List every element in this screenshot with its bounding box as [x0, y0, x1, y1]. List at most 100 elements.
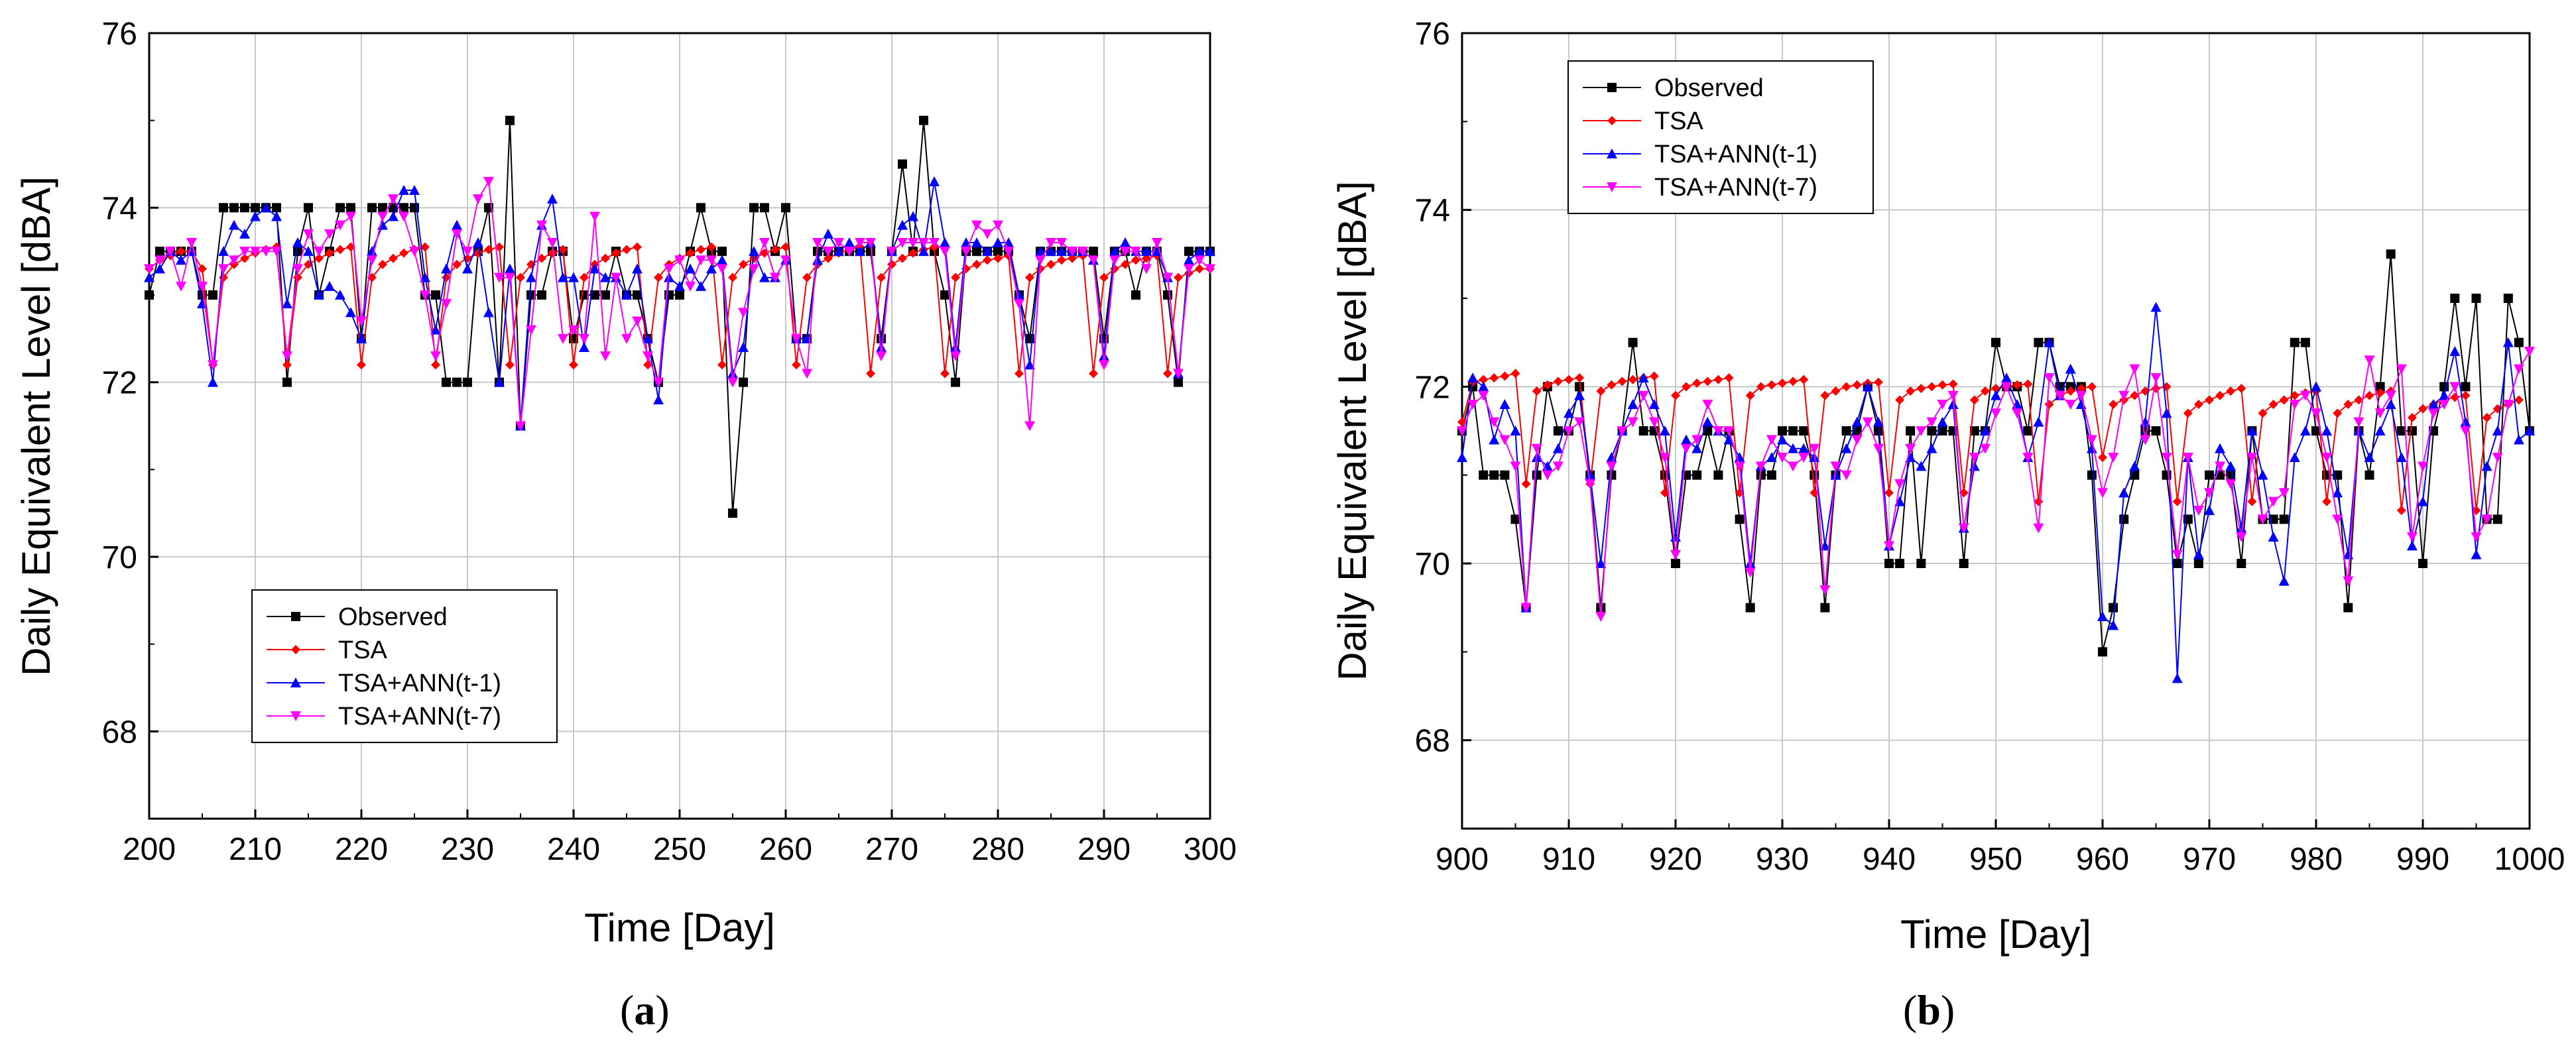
data-point-ann7	[1627, 417, 1638, 428]
data-point-ann1	[1024, 359, 1035, 370]
data-point-ann7	[314, 247, 324, 257]
data-point-tsa	[1703, 377, 1713, 386]
data-point-observed	[1991, 337, 2000, 347]
data-point-ann7	[2118, 390, 2130, 401]
data-point-tsa	[654, 272, 663, 282]
data-point-observed	[1799, 426, 1809, 436]
data-point-ann7	[2364, 355, 2375, 366]
data-point-ann7	[2075, 390, 2087, 401]
data-point-ann1	[2289, 452, 2300, 462]
data-point-ann1	[1205, 246, 1215, 257]
data-point-ann1	[1638, 373, 1649, 382]
data-point-ann1	[1798, 443, 1809, 453]
data-point-ann7	[1109, 255, 1120, 266]
data-point-ann1	[1574, 390, 1585, 400]
data-point-ann7	[1723, 426, 1735, 436]
x-tick-label: 920	[1649, 842, 1702, 877]
data-point-ann7	[2161, 453, 2172, 463]
data-point-ann1	[2172, 673, 2183, 683]
data-point-tsa	[717, 360, 727, 370]
data-point-ann7	[1542, 470, 1553, 481]
data-point-ann1	[1670, 532, 1681, 542]
y-tick-label: 70	[102, 540, 137, 575]
y-axis-title-b: Daily Equivalent Level [dBA]	[1330, 181, 1375, 681]
data-point-ann1	[2343, 549, 2354, 559]
data-point-ann1	[1851, 416, 1863, 427]
data-point-tsa	[1628, 375, 1638, 384]
data-point-ann1	[568, 272, 579, 282]
data-point-tsa	[940, 369, 950, 379]
data-point-observed	[442, 377, 451, 387]
data-point-tsa	[2023, 379, 2033, 389]
data-point-ann7	[388, 194, 399, 205]
data-point-ann7	[1046, 238, 1056, 248]
data-point-ann1	[1099, 351, 1109, 361]
data-point-ann7	[621, 333, 632, 344]
data-point-ann1	[2236, 522, 2247, 533]
data-point-ann7	[494, 272, 505, 283]
data-point-ann1	[547, 194, 558, 204]
data-point-tsa	[569, 360, 578, 370]
data-point-ann1	[2311, 381, 2321, 392]
y-tick-label: 72	[102, 366, 137, 401]
data-point-tsa	[1788, 377, 1798, 386]
data-point-ann1	[356, 333, 367, 343]
data-point-ann1	[1478, 381, 1489, 392]
data-point-tsa	[1820, 390, 1830, 400]
data-point-ann1	[229, 219, 239, 230]
ticks-b: 900 910 920 930 940 950 960 970 980 990 1000 68 70 72…	[1415, 17, 2565, 877]
data-point-observed	[526, 290, 536, 300]
data-point-tsa	[1895, 395, 1905, 405]
data-point-ann7	[2182, 453, 2193, 463]
data-point-ann7	[356, 316, 367, 327]
data-point-ann7	[1467, 400, 1479, 410]
data-point-ann1	[2001, 373, 2012, 382]
x-tick-label: 900	[1436, 842, 1489, 877]
data-point-ann7	[1173, 369, 1184, 379]
data-point-tsa	[1046, 259, 1056, 269]
data-point-ann7	[2044, 373, 2055, 383]
data-point-ann1	[2278, 575, 2290, 586]
data-point-ann7	[696, 255, 706, 266]
data-point-ann7	[1648, 417, 1660, 428]
x-tick-label: 970	[2183, 842, 2236, 877]
data-point-ann7	[1099, 360, 1109, 371]
data-point-observed	[993, 247, 1003, 257]
data-point-ann7	[982, 229, 993, 239]
data-point-ann1	[1014, 290, 1024, 300]
data-point-observed	[2407, 426, 2417, 436]
data-point-tsa	[1660, 488, 1670, 498]
data-point-ann7	[2492, 453, 2503, 463]
data-point-ann7	[2471, 532, 2482, 542]
data-point-observed	[898, 159, 907, 169]
x-tick-label: 270	[865, 832, 918, 867]
data-point-ann1	[1691, 443, 1703, 453]
data-point-ann7	[1606, 461, 1617, 472]
data-point-observed	[1553, 426, 1563, 436]
data-point-tsa	[1756, 382, 1766, 392]
data-point-ann1	[1120, 237, 1131, 247]
data-point-ann1	[154, 263, 165, 274]
data-point-ann7	[526, 325, 536, 335]
data-point-observed	[1089, 247, 1098, 257]
data-point-ann1	[643, 333, 653, 343]
data-point-observed	[1131, 290, 1140, 300]
data-point-ann7	[1681, 443, 1692, 454]
data-point-tsa	[2130, 390, 2140, 400]
data-point-ann1	[208, 377, 218, 387]
data-point-ann1	[2246, 426, 2258, 436]
data-point-ann7	[229, 255, 239, 266]
data-point-ann1	[303, 246, 314, 257]
data-point-observed	[1788, 426, 1798, 436]
data-point-ann1	[1467, 373, 1479, 382]
data-point-ann7	[929, 238, 940, 248]
data-point-tsa	[2407, 413, 2417, 422]
data-point-ann1	[2481, 461, 2492, 471]
data-point-tsa	[1500, 371, 1510, 381]
legend-marker-observed	[291, 612, 300, 621]
data-point-ann7	[1766, 435, 1777, 445]
data-point-ann7	[1067, 247, 1077, 257]
data-point-tsa	[696, 245, 705, 255]
x-tick-label: 220	[335, 832, 388, 867]
data-point-ann7	[399, 211, 409, 222]
